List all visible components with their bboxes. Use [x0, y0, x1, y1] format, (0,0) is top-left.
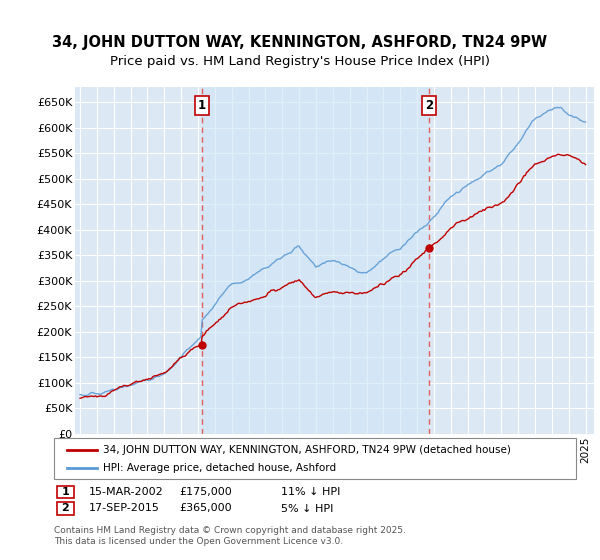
- Text: HPI: Average price, detached house, Ashford: HPI: Average price, detached house, Ashf…: [103, 463, 337, 473]
- Text: Price paid vs. HM Land Registry's House Price Index (HPI): Price paid vs. HM Land Registry's House …: [110, 55, 490, 68]
- Text: 1: 1: [197, 99, 206, 113]
- Text: 5% ↓ HPI: 5% ↓ HPI: [281, 503, 333, 514]
- Text: 2: 2: [425, 99, 433, 113]
- Text: 17-SEP-2015: 17-SEP-2015: [89, 503, 160, 514]
- Text: 15-MAR-2002: 15-MAR-2002: [89, 487, 164, 497]
- Text: 2: 2: [62, 503, 69, 514]
- Text: 34, JOHN DUTTON WAY, KENNINGTON, ASHFORD, TN24 9PW: 34, JOHN DUTTON WAY, KENNINGTON, ASHFORD…: [52, 35, 548, 50]
- Text: 11% ↓ HPI: 11% ↓ HPI: [281, 487, 340, 497]
- Text: £175,000: £175,000: [179, 487, 232, 497]
- Bar: [202, 87, 429, 434]
- Text: 34, JOHN DUTTON WAY, KENNINGTON, ASHFORD, TN24 9PW (detached house): 34, JOHN DUTTON WAY, KENNINGTON, ASHFORD…: [103, 445, 511, 455]
- Text: Contains HM Land Registry data © Crown copyright and database right 2025.
This d: Contains HM Land Registry data © Crown c…: [54, 526, 406, 546]
- Text: £365,000: £365,000: [179, 503, 232, 514]
- Text: 1: 1: [62, 487, 69, 497]
